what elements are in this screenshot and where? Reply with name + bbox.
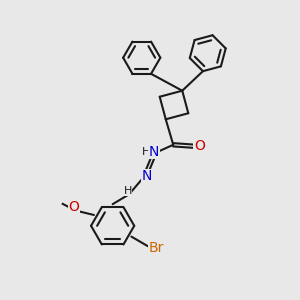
Text: H: H	[142, 147, 150, 157]
Text: N: N	[149, 145, 159, 159]
Text: H: H	[124, 186, 132, 196]
Text: N: N	[142, 169, 152, 183]
Text: O: O	[68, 200, 79, 214]
Text: O: O	[194, 139, 205, 153]
Text: Br: Br	[148, 241, 164, 255]
